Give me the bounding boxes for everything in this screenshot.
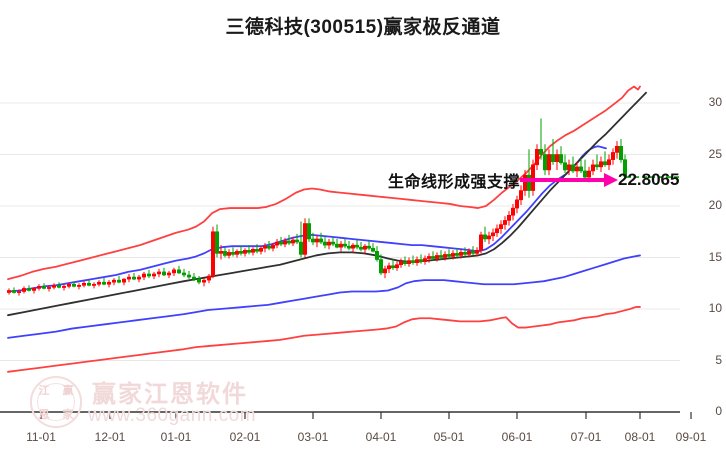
x-axis-tick-label: 05-01	[433, 430, 465, 444]
page-title: 三德科技(300515)赢家极反通道	[225, 17, 501, 38]
y-axis-tick-label: 5	[715, 352, 722, 367]
y-axis-tick-label: 10	[708, 301, 722, 315]
annotation-label: 生命线形成强支撑	[388, 174, 521, 191]
grid-lines	[0, 102, 680, 361]
y-axis-tick-label: 20	[708, 198, 722, 212]
axis-lines	[0, 411, 692, 419]
y-axis-tick-label: 15	[708, 249, 722, 264]
x-axis-tick-label: 03-01	[297, 430, 329, 444]
x-axis-tick-label: 08-01	[624, 430, 656, 444]
annotation-arrow	[520, 173, 618, 187]
y-axis-tick-label: 0	[715, 404, 722, 418]
band-lines	[7, 85, 647, 373]
x-axis-tick-label: 12-01	[94, 430, 126, 444]
x-axis-tick-label: 04-01	[365, 430, 397, 444]
candlestick-series	[7, 118, 627, 296]
y-axis-tick-label: 30	[708, 95, 722, 109]
y-axis-tick-label: 25	[708, 146, 722, 161]
x-axis-tick-label: 06-01	[501, 430, 533, 444]
x-axis-tick-label: 02-01	[229, 430, 261, 444]
x-axis-tick-label: 11-01	[26, 430, 56, 444]
x-axis-tick-label: 09-01	[675, 430, 707, 444]
x-axis-tick-label: 07-01	[570, 430, 602, 444]
x-axis-tick-label: 01-01	[160, 430, 192, 444]
price-value-label: 22.8065	[618, 170, 680, 189]
